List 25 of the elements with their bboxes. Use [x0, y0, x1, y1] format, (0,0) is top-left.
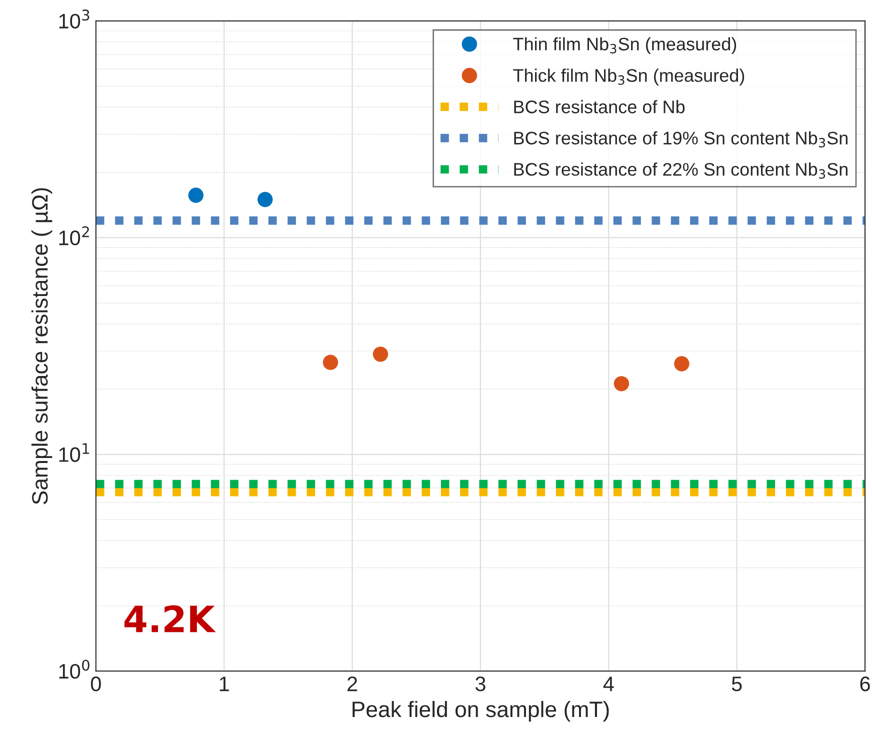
legend-label: BCS resistance of 19% Sn content Nb$_{3}$Sn — [514, 131, 848, 148]
point — [614, 376, 630, 392]
x-axis-title: Peak field on sample (mT) — [352, 700, 609, 722]
point — [258, 192, 273, 208]
x-tick-label: 4 — [603, 676, 614, 692]
y-axis-title: Sample surface resistance ( µΩ) — [31, 188, 52, 504]
x-tick-label: 2 — [348, 676, 358, 692]
legend-label: Thick film Nb$_{3}$Sn (measured) — [513, 68, 744, 86]
annotation: 4.2K — [124, 605, 216, 632]
y-tick-label: 10$^{2}$ — [59, 226, 89, 246]
x-tick-label: 6 — [860, 676, 870, 692]
legend-label: Thin film Nb$_{3}$Sn (measured) — [513, 37, 736, 54]
y-tick-label: 10$^{0}$ — [59, 660, 90, 679]
point — [188, 188, 204, 203]
point — [372, 346, 388, 362]
x-tick-label: 0 — [90, 676, 101, 692]
y-tick-label: 10$^{1}$ — [59, 443, 90, 462]
x-tick-label: 3 — [475, 676, 486, 692]
point — [322, 354, 338, 370]
point — [674, 356, 690, 372]
y-tick-label: 10$^{3}$ — [59, 10, 90, 29]
legend-label: BCS resistance of 22% Sn content Nb$_{3}$Sn — [514, 162, 848, 179]
x-tick-label: 1 — [220, 676, 229, 692]
legend-label: BCS resistance of Nb — [514, 100, 685, 114]
x-tick-label: 5 — [732, 676, 742, 692]
